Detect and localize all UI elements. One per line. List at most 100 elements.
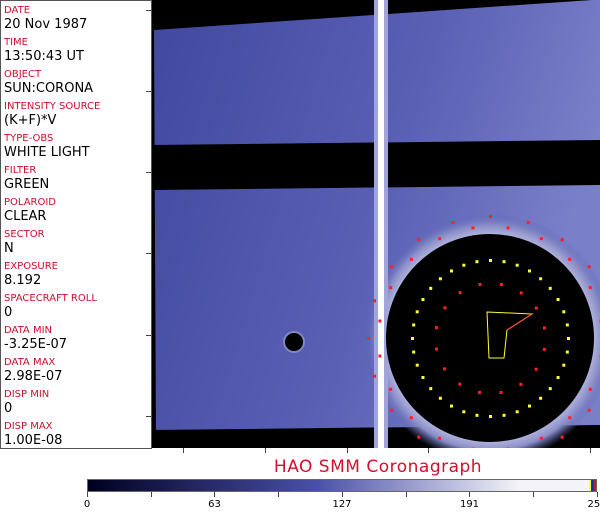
field-value: WHITE LIGHT <box>4 145 90 160</box>
red-marker <box>506 226 510 230</box>
axis-tick <box>146 172 151 173</box>
yellow-marker <box>565 323 569 327</box>
field-label: POLAROID <box>4 197 57 208</box>
red-marker <box>499 390 503 394</box>
red-marker <box>458 291 462 295</box>
red-marker <box>560 238 564 242</box>
field-label: DATE <box>4 5 31 16</box>
red-marker <box>588 387 592 391</box>
yellow-marker <box>565 350 569 354</box>
yellow-marker <box>489 415 492 418</box>
red-marker <box>519 291 523 295</box>
field-label: DATA MAX <box>4 357 56 368</box>
red-marker <box>367 337 370 340</box>
field-value: 0 <box>4 401 13 416</box>
yellow-marker <box>412 323 416 327</box>
yellow-marker <box>462 410 466 414</box>
red-marker <box>539 436 543 440</box>
yellow-marker <box>412 350 416 354</box>
red-marker <box>587 408 591 412</box>
header-info-panel: DATE 20 Nov 1987 TIME 13:50:43 UT OBJECT SUN:… <box>0 0 152 449</box>
red-marker <box>542 347 546 351</box>
yellow-marker <box>548 387 552 391</box>
yellow-marker <box>462 263 466 267</box>
coronagraph-image <box>152 0 600 448</box>
yellow-marker <box>539 277 543 281</box>
red-marker <box>409 257 413 261</box>
field-label: TYPE-OBS <box>4 133 54 144</box>
field-value: (K+F)*V <box>4 113 57 128</box>
red-marker <box>438 237 442 241</box>
colorbar-tick <box>405 492 407 497</box>
colorbar-tick <box>532 492 534 497</box>
yellow-marker <box>528 269 531 273</box>
yellow-marker <box>411 337 414 340</box>
axis-tick <box>347 448 348 453</box>
red-marker <box>409 416 413 420</box>
red-marker <box>438 436 442 440</box>
field-value: 20 Nov 1987 <box>4 17 88 32</box>
red-marker <box>534 306 538 310</box>
red-marker <box>389 387 393 391</box>
red-marker <box>443 306 447 310</box>
field-label: INTENSITY SOURCE <box>4 101 101 112</box>
yellow-marker <box>475 413 479 417</box>
field-value: 8.192 <box>4 273 42 288</box>
axis-tick <box>146 416 151 417</box>
chart-title: HAO SMM Coronagraph <box>273 457 483 477</box>
red-marker <box>519 382 523 386</box>
yellow-marker <box>562 363 566 367</box>
red-marker <box>390 265 394 269</box>
field-value: 1.00E-08 <box>4 433 63 448</box>
red-marker <box>471 226 475 230</box>
yellow-marker <box>539 396 543 400</box>
yellow-marker <box>548 286 552 290</box>
colorbar-tick <box>87 492 88 497</box>
axis-tick <box>265 448 266 453</box>
colorbar-tick <box>469 492 471 497</box>
red-marker <box>526 220 530 224</box>
colorbar-tick <box>596 492 598 497</box>
colorbar <box>87 479 597 492</box>
red-marker <box>588 286 592 290</box>
red-marker <box>389 286 393 290</box>
yellow-marker <box>450 269 453 273</box>
field-label: SPACECRAFT ROLL <box>4 293 97 304</box>
field-value: SUN:CORONA <box>4 81 94 96</box>
red-marker <box>458 382 462 386</box>
red-marker <box>534 367 538 371</box>
yellow-marker <box>421 298 425 301</box>
field-label: DISP MAX <box>4 421 53 432</box>
red-marker <box>443 367 447 371</box>
field-label: EXPOSURE <box>4 261 59 272</box>
axis-tick <box>183 448 184 453</box>
field-label: DISP MIN <box>4 389 50 400</box>
colorbar-tick-label: 63 <box>208 499 221 510</box>
yellow-marker <box>429 286 433 290</box>
red-marker <box>489 215 492 218</box>
field-label: TIME <box>4 37 29 48</box>
axis-tick <box>146 91 151 92</box>
yellow-marker <box>429 387 433 391</box>
red-marker <box>378 354 382 358</box>
field-value: -3.25E-07 <box>4 337 68 352</box>
colorbar-tick <box>341 492 343 497</box>
field-label: SECTOR <box>4 229 45 240</box>
red-marker <box>542 326 546 330</box>
yellow-marker <box>489 259 492 262</box>
yellow-marker <box>421 376 425 379</box>
yellow-marker <box>567 337 570 340</box>
red-marker <box>478 283 482 287</box>
red-marker <box>499 283 503 287</box>
axis-tick <box>590 448 591 453</box>
colorbar-tick-label: 0 <box>83 499 91 510</box>
red-marker <box>560 435 564 439</box>
field-value: GREEN <box>4 177 50 192</box>
yellow-marker <box>475 260 479 264</box>
red-marker <box>372 374 376 378</box>
colorbar-tick <box>278 492 280 497</box>
red-marker <box>568 416 572 420</box>
field-value: CLEAR <box>4 209 47 224</box>
red-marker <box>417 435 421 439</box>
colorbar-tick <box>150 492 152 497</box>
